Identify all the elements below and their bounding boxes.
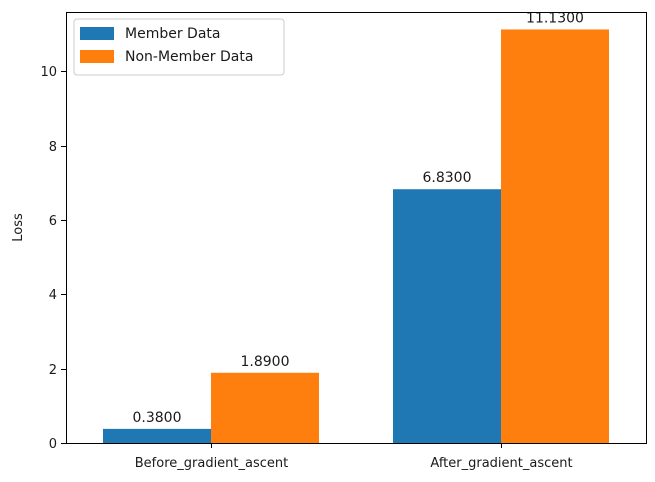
legend-swatch <box>80 27 114 40</box>
legend-swatch <box>80 50 114 63</box>
x-tick-label: After_gradient_ascent <box>430 456 572 471</box>
y-tick-label: 0 <box>49 437 57 452</box>
legend-label: Member Data <box>125 26 220 42</box>
legend-box <box>73 18 285 76</box>
bars-group <box>103 29 609 444</box>
legend: Member Data Non-Member Data <box>73 18 285 76</box>
data-label: 6.8300 <box>423 170 472 186</box>
y-tick-label: 2 <box>49 363 57 378</box>
data-label: 11.1300 <box>526 10 584 26</box>
y-tick-label: 10 <box>40 65 57 80</box>
bar-non-member-1 <box>501 29 609 444</box>
x-axis: Before_gradient_ascent After_gradient_asc… <box>135 443 573 471</box>
y-axis: 0 2 4 6 8 10 <box>40 65 66 452</box>
y-tick-label: 8 <box>49 140 57 155</box>
data-label: 1.8900 <box>241 354 290 370</box>
data-labels-group: 0.3800 6.8300 1.8900 11.1300 <box>133 10 584 425</box>
data-label: 0.3800 <box>133 410 182 426</box>
x-tick-label: Before_gradient_ascent <box>135 456 289 471</box>
legend-label: Non-Member Data <box>125 49 253 65</box>
y-axis-label: Loss <box>11 213 26 242</box>
plot-frame <box>66 12 647 444</box>
y-tick-label: 6 <box>49 214 57 229</box>
bar-member-0 <box>103 428 211 443</box>
bar-non-member-0 <box>211 372 319 443</box>
bar-member-1 <box>393 189 501 443</box>
y-tick-label: 4 <box>49 288 57 303</box>
